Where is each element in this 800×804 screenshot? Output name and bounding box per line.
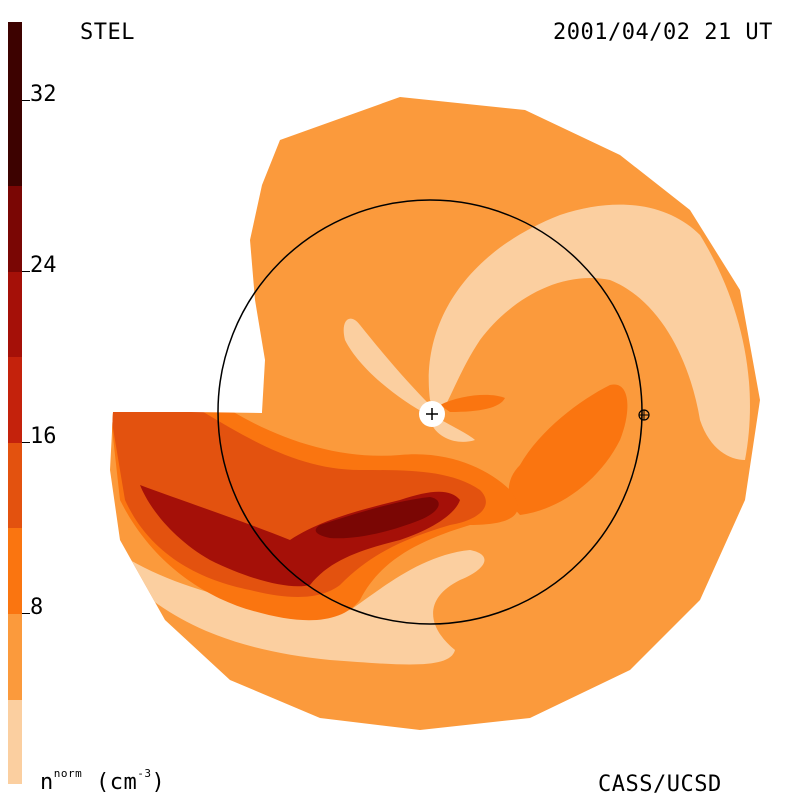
light-region-left-petal	[343, 318, 430, 415]
credit-label: CASS/UCSD	[598, 772, 722, 797]
colorbar-segment	[8, 528, 22, 614]
light-region-center-petal	[432, 415, 475, 442]
light-region-upper-spiral	[428, 204, 750, 460]
colorbar-tick-mark	[22, 613, 30, 614]
sun-marker-icon	[419, 401, 445, 427]
earth-orbit-circle	[217, 199, 643, 625]
colorbar-segment	[8, 272, 22, 357]
timestamp-label: 2001/04/02 21 UT	[553, 20, 773, 45]
colorbar-tick-label: 24	[30, 253, 57, 278]
medium-region-right	[508, 384, 628, 515]
data-gap-line	[114, 409, 263, 413]
colorbar-segment	[8, 186, 22, 272]
colorbar-tick-mark	[22, 442, 30, 443]
colorbar-unit-label: nnorm (cm-3)	[40, 766, 166, 795]
darkest-region-core	[315, 497, 439, 539]
earth-marker-icon	[638, 409, 650, 421]
colorbar-segment	[8, 700, 22, 784]
colorbar-tick-mark	[22, 100, 30, 101]
colorbar	[8, 22, 22, 784]
light-region-lower-band	[110, 550, 485, 665]
colorbar-segment	[8, 443, 22, 528]
colorbar-segment	[8, 22, 22, 186]
colorbar-tick-label: 8	[30, 595, 44, 620]
colorbar-tick-mark	[22, 271, 30, 272]
colorbar-segment	[8, 357, 22, 443]
colorbar-tick-label: 16	[30, 424, 57, 449]
observatory-label: STEL	[80, 20, 135, 45]
colorbar-segment	[8, 614, 22, 700]
medium-region-center-lobe	[440, 394, 505, 412]
colorbar-tick-label: 32	[30, 82, 57, 107]
